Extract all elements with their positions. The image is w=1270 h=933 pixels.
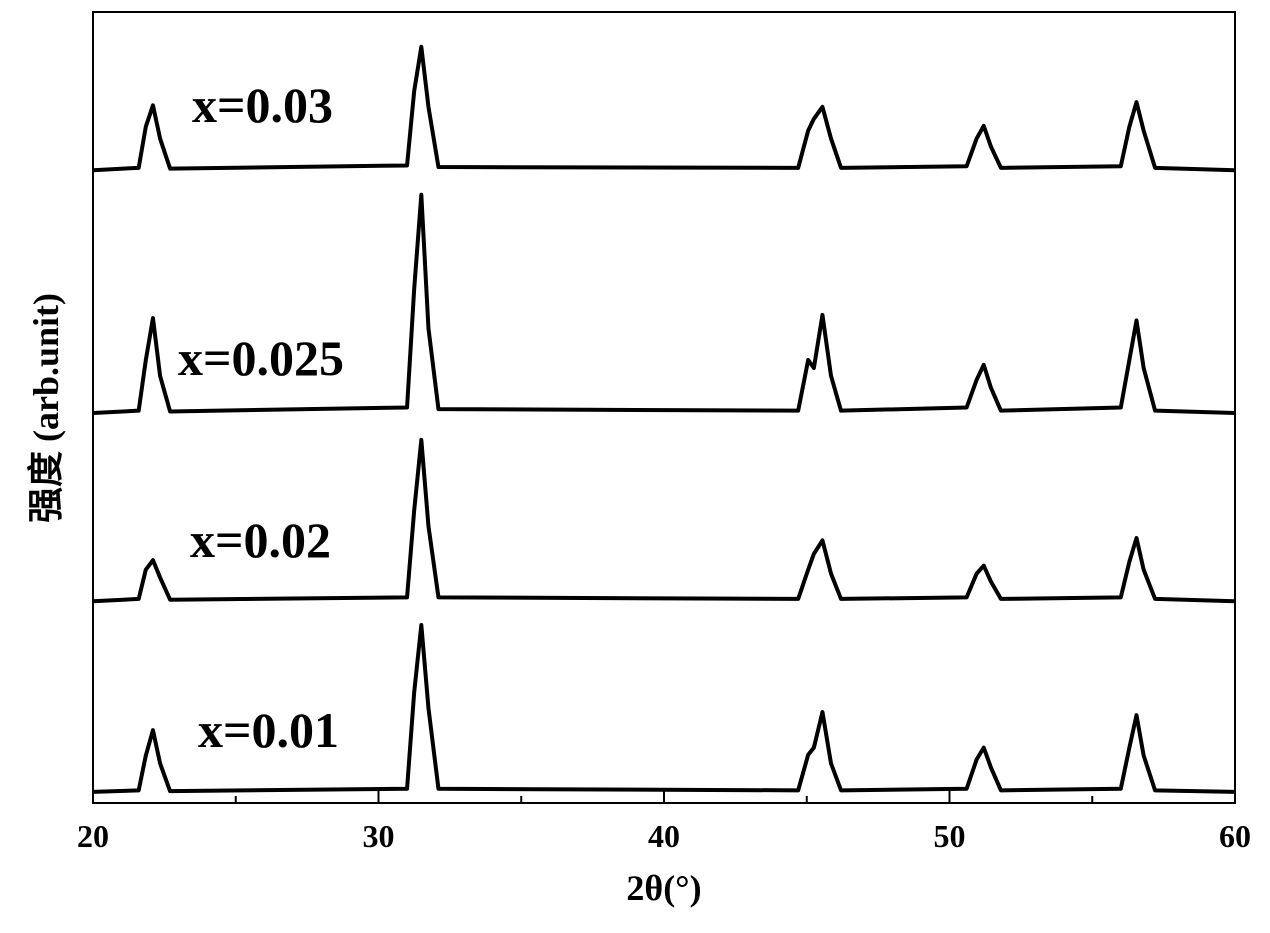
series-line [92,437,1236,604]
series-label: x=0.03 [192,77,333,133]
series-label: x=0.025 [178,330,344,386]
series-line [92,623,1236,794]
x-tick-label: 50 [934,818,966,854]
x-tick-label: 30 [363,818,395,854]
series-line [92,192,1236,416]
y-axis-label: 强度 (arb.unit) [26,293,66,523]
x-tick-label: 60 [1219,818,1251,854]
series-label: x=0.02 [190,512,331,568]
x-tick-label: 20 [77,818,109,854]
x-axis-label: 2θ(°) [626,868,701,908]
series-line [92,44,1236,173]
series-label: x=0.01 [198,702,339,758]
x-tick-label: 40 [648,818,680,854]
